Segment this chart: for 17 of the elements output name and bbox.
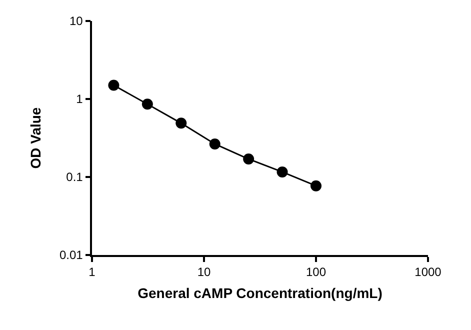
x-tick-label: 1 (88, 265, 96, 280)
point (108, 80, 120, 91)
point (310, 180, 322, 192)
point (142, 98, 153, 110)
point (243, 154, 254, 165)
y-axis-title: OD Value (28, 107, 44, 169)
y-tick-label: 1 (76, 92, 84, 106)
y-tick-label: 0.1 (66, 170, 84, 184)
point (209, 138, 220, 150)
x-axis-title: General cAMP Concentration(ng/mL) (138, 284, 382, 301)
x-tick-label: 1000 (414, 265, 442, 280)
y-tick-label: 10 (69, 14, 84, 28)
x-tick-label: 10 (197, 265, 211, 280)
point (276, 166, 288, 178)
x-tick-label: 100 (306, 265, 326, 280)
y-tick-label: 0.01 (59, 248, 84, 262)
point (176, 118, 187, 129)
